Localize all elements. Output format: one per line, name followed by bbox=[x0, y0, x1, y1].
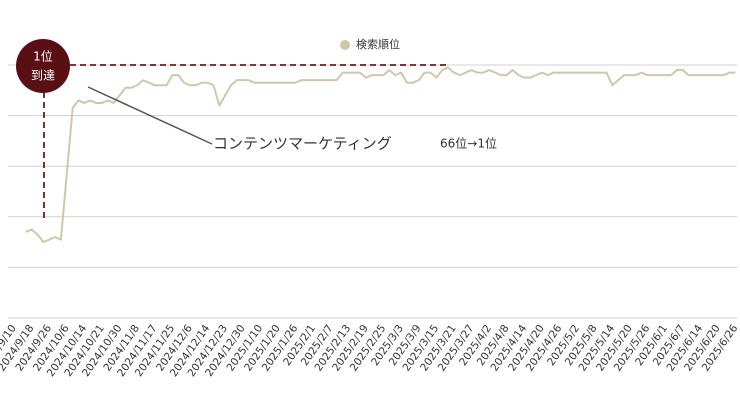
grid bbox=[8, 64, 737, 319]
badge-text: 1位 bbox=[33, 49, 53, 64]
annotation-leader bbox=[87, 86, 213, 145]
plot bbox=[25, 66, 736, 244]
annotation-note: 66位→1位 bbox=[440, 136, 497, 151]
legend-label: 検索順位 bbox=[356, 37, 400, 51]
annotation: コンテンツマーケティング bbox=[213, 135, 392, 153]
line bbox=[25, 66, 736, 244]
legend-marker bbox=[340, 40, 350, 50]
legend: 検索順位 bbox=[340, 37, 400, 51]
badge: 1位 到達 bbox=[16, 39, 448, 222]
x-axis: 2024/9/102024/9/182024/9/262024/10/62024… bbox=[0, 322, 740, 379]
badge-text: 到達 bbox=[31, 69, 55, 83]
badge-circle bbox=[16, 39, 70, 93]
